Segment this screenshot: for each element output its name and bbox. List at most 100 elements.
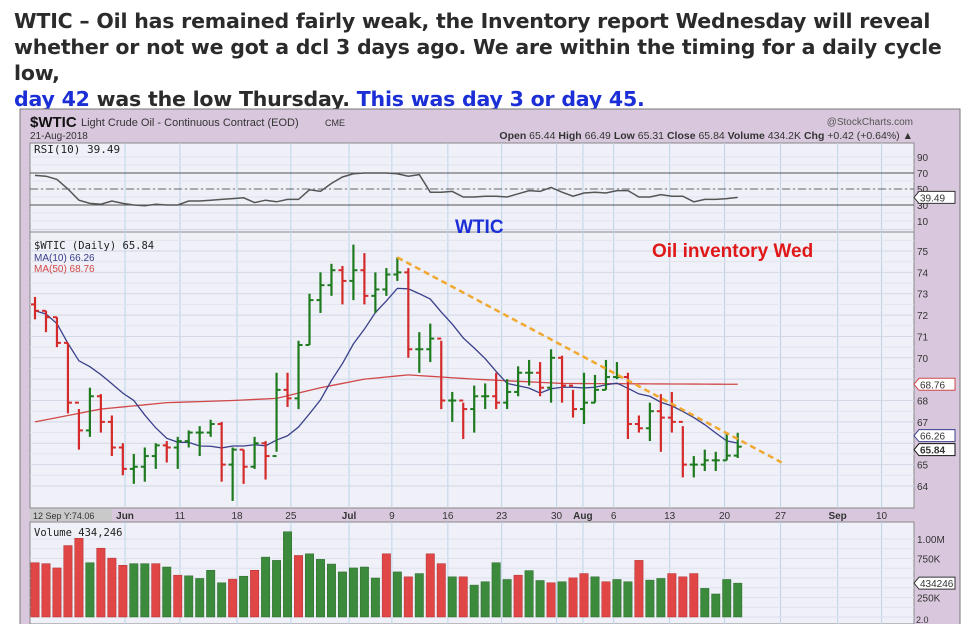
ohlc-bar: [305, 293, 314, 346]
volume-bar: [711, 593, 721, 618]
volume-bar: [733, 582, 743, 618]
ohlc-bar: [52, 316, 61, 348]
volume-bar: [85, 562, 95, 618]
ma50-value-tag-box: [913, 377, 956, 391]
crosshair-tooltip-bg: [30, 509, 112, 521]
volume-bar: [678, 576, 688, 618]
chart-name: Light Crude Oil - Continuous Contract (E…: [81, 117, 299, 129]
volume-value-tag: 434246: [920, 579, 954, 590]
volume-bar: [118, 565, 128, 618]
ohlc-bar: [173, 436, 182, 469]
price-panel: [29, 231, 915, 509]
price-tick-label: 64: [917, 482, 929, 493]
rsi-tick-label: 10: [917, 217, 929, 228]
ohlc-bar: [558, 355, 567, 403]
macd-tick: 2.0: [916, 615, 929, 624]
price-legend: $WTIC (Daily) 65.84: [34, 240, 154, 252]
ohlc-bar: [678, 420, 687, 478]
volume-bar: [74, 538, 84, 618]
volume-bar: [623, 581, 633, 618]
volume-bar: [425, 553, 435, 618]
volume-tick-label: 750K: [917, 555, 941, 566]
rsi-tick-label: 70: [917, 169, 929, 180]
volume-bar: [502, 579, 512, 618]
volume-bar: [546, 582, 556, 618]
volume-bar: [403, 576, 413, 618]
chart-marks: Jun 11 18 25 Jul 9 16 23 30 Aug 6 13 20 27 Sep 10 90 70 50…: [30, 153, 956, 618]
volume-bar: [414, 573, 424, 618]
volume-bar: [458, 576, 468, 618]
ohlc-bar: [316, 272, 325, 313]
close-label: Close: [667, 130, 696, 142]
volume-bar: [656, 578, 666, 618]
open-label: Open: [499, 130, 526, 142]
x-tick-label: Jun: [116, 511, 134, 522]
crosshair-tooltip: 12 Sep Y:74.06: [33, 511, 94, 521]
low-thursday-text: was the low Thursday.: [89, 87, 357, 111]
ohlc-bar: [250, 436, 259, 469]
volume-bar: [327, 563, 336, 618]
ohlc-bar: [623, 372, 632, 439]
ma10-line: [34, 287, 738, 449]
volume-bar: [469, 584, 479, 618]
ma10-value-tag: 66.26: [920, 432, 945, 443]
volume-bar: [305, 553, 314, 618]
ohlc-bar: [492, 372, 501, 410]
volume-bar: [162, 566, 172, 618]
volume-value-tag-box: [913, 576, 956, 590]
ohlc-bar: [590, 374, 599, 404]
low-label: Low: [614, 130, 636, 142]
x-tick-label: Aug: [573, 511, 592, 522]
ma50-value-tag: 68.76: [920, 380, 945, 391]
price-tick-label: 72: [917, 311, 929, 322]
volume-legend: Volume 434,246: [34, 527, 123, 539]
ohlc-bar: [503, 379, 512, 410]
volume-bar: [612, 579, 622, 618]
volume-bar: [217, 582, 227, 618]
ohlc-bar: [184, 430, 193, 448]
volume-bar: [129, 563, 139, 618]
ohlc-bar: [404, 268, 413, 358]
trend-line: [396, 256, 783, 464]
volume-bar: [30, 562, 40, 618]
brand-logo[interactable]: @StockCharts.com: [827, 117, 913, 128]
ohlc-bar: [31, 296, 39, 320]
chg-label: Chg: [804, 130, 824, 142]
volume-bar: [151, 563, 161, 618]
close-value: 65.84: [698, 130, 724, 142]
ohlc-bar: [283, 372, 292, 407]
ohlc-bar: [514, 366, 523, 397]
ohlc-bar: [437, 337, 446, 410]
ohlc-bar: [41, 309, 50, 333]
x-tick-label: 25: [285, 511, 297, 522]
volume-bar: [195, 578, 205, 618]
close-value-tag-box: [913, 443, 956, 457]
ohlc-bar: [569, 384, 578, 418]
x-tick-label: 10: [876, 511, 888, 522]
x-tick-label: 16: [442, 511, 454, 522]
high-value: 66.49: [585, 130, 611, 142]
volume-bar: [579, 573, 589, 618]
ohlc-bar: [415, 332, 424, 373]
volume-bar: [667, 573, 677, 618]
rsi-tick-label: 30: [917, 201, 929, 212]
volume-value: 434.2K: [768, 130, 801, 142]
volume-bar: [480, 581, 490, 618]
volume-bar: [107, 557, 117, 618]
volume-bar: [184, 575, 194, 618]
ohlc-bar: [272, 372, 281, 458]
x-tick-label: 20: [719, 511, 731, 522]
ohlc-bar: [656, 394, 665, 452]
ohlc-bar: [601, 359, 610, 391]
volume-bar: [52, 567, 62, 618]
ma50-legend: MA(50) 68.76: [34, 264, 95, 275]
volume-bar: [294, 555, 303, 618]
volume-bar: [491, 562, 501, 618]
ohlc-bar: [481, 383, 490, 410]
volume-bar: [447, 576, 457, 618]
price-tick-label: 73: [917, 290, 929, 301]
ohlc-bar: [426, 323, 435, 363]
chg-value: +0.42 (+0.64%) ▲: [827, 130, 913, 142]
ohlc-bar: [547, 349, 556, 403]
close-value-tag: 65.84: [920, 446, 945, 457]
